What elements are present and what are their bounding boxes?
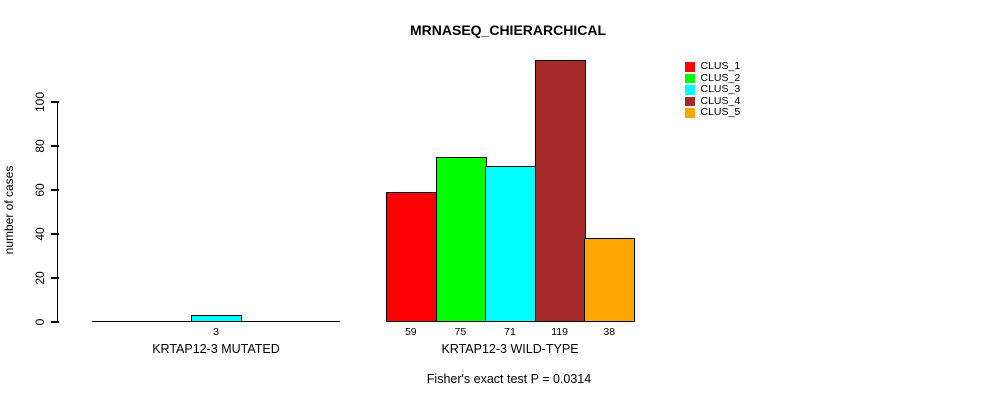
x-group-label-wild-type: KRTAP12-3 WILD-TYPE (441, 342, 579, 356)
legend-item-clus_1: CLUS_1 (685, 60, 741, 73)
y-axis-tick (51, 321, 59, 323)
legend-label: CLUS_1 (700, 60, 741, 72)
legend-label: CLUS_3 (700, 83, 741, 96)
legend-item-clus_3: CLUS_3 (685, 84, 740, 96)
y-axis-tick-label: 20 (33, 271, 47, 285)
legend-item-clus_4: CLUS_4 (685, 94, 741, 108)
y-axis-tick (51, 277, 59, 279)
bar-clus_1-group1 (386, 192, 438, 322)
legend-swatch-clus_4 (685, 96, 695, 107)
y-axis-tick (51, 101, 59, 103)
bar-clus_3-group0 (191, 315, 243, 322)
legend-label: CLUS_2 (700, 71, 741, 84)
bar-clus_5-group1 (584, 238, 636, 322)
y-axis-tick-label: 0 (33, 318, 47, 326)
y-axis-tick-label: 40 (33, 227, 47, 241)
bar-value-label: 3 (213, 325, 219, 338)
y-axis-line (56, 102, 58, 322)
bar-clus_4-group1 (534, 60, 586, 322)
legend-swatch-clus_1 (685, 62, 695, 72)
chart-title: MRNASEQ_CHIERARCHICAL (409, 22, 607, 38)
bar-value-label: 59 (404, 325, 417, 338)
bar-value-label: 75 (454, 325, 467, 338)
bar-value-label: 71 (504, 325, 516, 338)
legend-item-clus_5: CLUS_5 (685, 107, 740, 119)
legend: CLUS_1 CLUS_2 CLUS_3 CLUS_4 CLUS_5 (685, 60, 741, 119)
legend-label: CLUS_5 (700, 106, 741, 119)
y-axis-tick-label: 100 (33, 91, 47, 113)
x-group-label-mutated: KRTAP12-3 MUTATED (152, 342, 280, 356)
legend-swatch-clus_2 (685, 73, 695, 84)
y-axis-tick (51, 189, 59, 191)
bar-value-label: 38 (603, 325, 616, 338)
y-axis-tick (51, 233, 59, 235)
bar-clus_3-group1 (485, 165, 537, 322)
bar-value-label: 119 (551, 325, 568, 338)
legend-swatch-clus_3 (685, 85, 695, 95)
legend-label: CLUS_4 (700, 94, 741, 107)
y-axis-tick (51, 145, 59, 147)
bar-clus_2-group1 (435, 157, 487, 322)
legend-item-clus_2: CLUS_2 (685, 71, 741, 85)
y-axis-tick-label: 80 (33, 139, 47, 153)
legend-swatch-clus_5 (685, 108, 695, 118)
y-axis-tick-label: 60 (33, 183, 47, 197)
pvalue-annotation: Fisher's exact test P = 0.0314 (426, 372, 592, 386)
y-axis-title: number of cases (2, 165, 16, 255)
